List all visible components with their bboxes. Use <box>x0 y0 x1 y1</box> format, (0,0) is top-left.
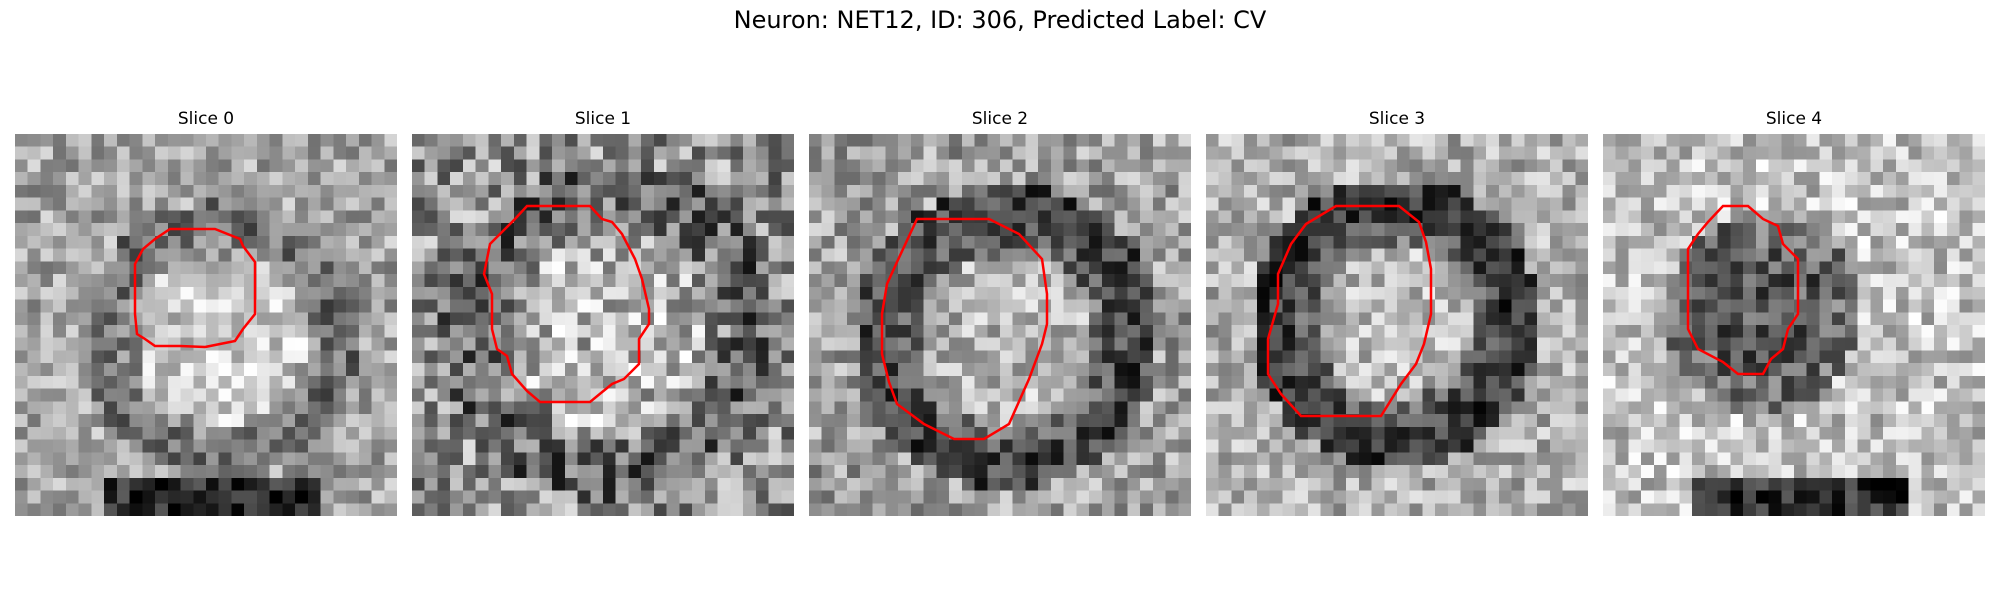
segmentation-contour <box>1686 204 1800 376</box>
grayscale-slice-image <box>1206 134 1588 516</box>
slice-title: Slice 0 <box>177 109 235 129</box>
segmentation-contour <box>482 204 651 404</box>
slice-title: Slice 4 <box>1765 109 1823 129</box>
slice-image-frame <box>1206 134 1588 516</box>
slice-title: Slice 1 <box>574 109 632 129</box>
grayscale-slice-image <box>1603 134 1985 516</box>
segmentation-contour <box>1266 204 1433 418</box>
slice-panel-2: Slice 2 <box>809 108 1191 516</box>
slice-panel-4: Slice 4 <box>1603 108 1985 516</box>
grayscale-slice-image <box>15 134 397 516</box>
slice-image-frame <box>1603 134 1985 516</box>
segmentation-contour <box>880 217 1049 441</box>
slice-panel-1: Slice 1 <box>412 108 794 516</box>
contour-line <box>133 227 257 349</box>
contour-line <box>880 217 1049 441</box>
contour-line <box>1266 204 1433 418</box>
contour-line <box>1686 204 1800 376</box>
slice-panel-3: Slice 3 <box>1206 108 1588 516</box>
slice-panel-0: Slice 0 <box>15 108 397 516</box>
segmentation-contour <box>133 227 257 349</box>
slice-image-frame <box>412 134 794 516</box>
figure-title: Neuron: NET12, ID: 306, Predicted Label:… <box>733 6 1267 34</box>
grayscale-slice-image <box>412 134 794 516</box>
slice-image-frame <box>809 134 1191 516</box>
slice-title: Slice 2 <box>971 109 1029 129</box>
slice-image-frame <box>15 134 397 516</box>
grayscale-slice-image <box>809 134 1191 516</box>
contour-line <box>482 204 651 404</box>
slice-title: Slice 3 <box>1368 109 1426 129</box>
